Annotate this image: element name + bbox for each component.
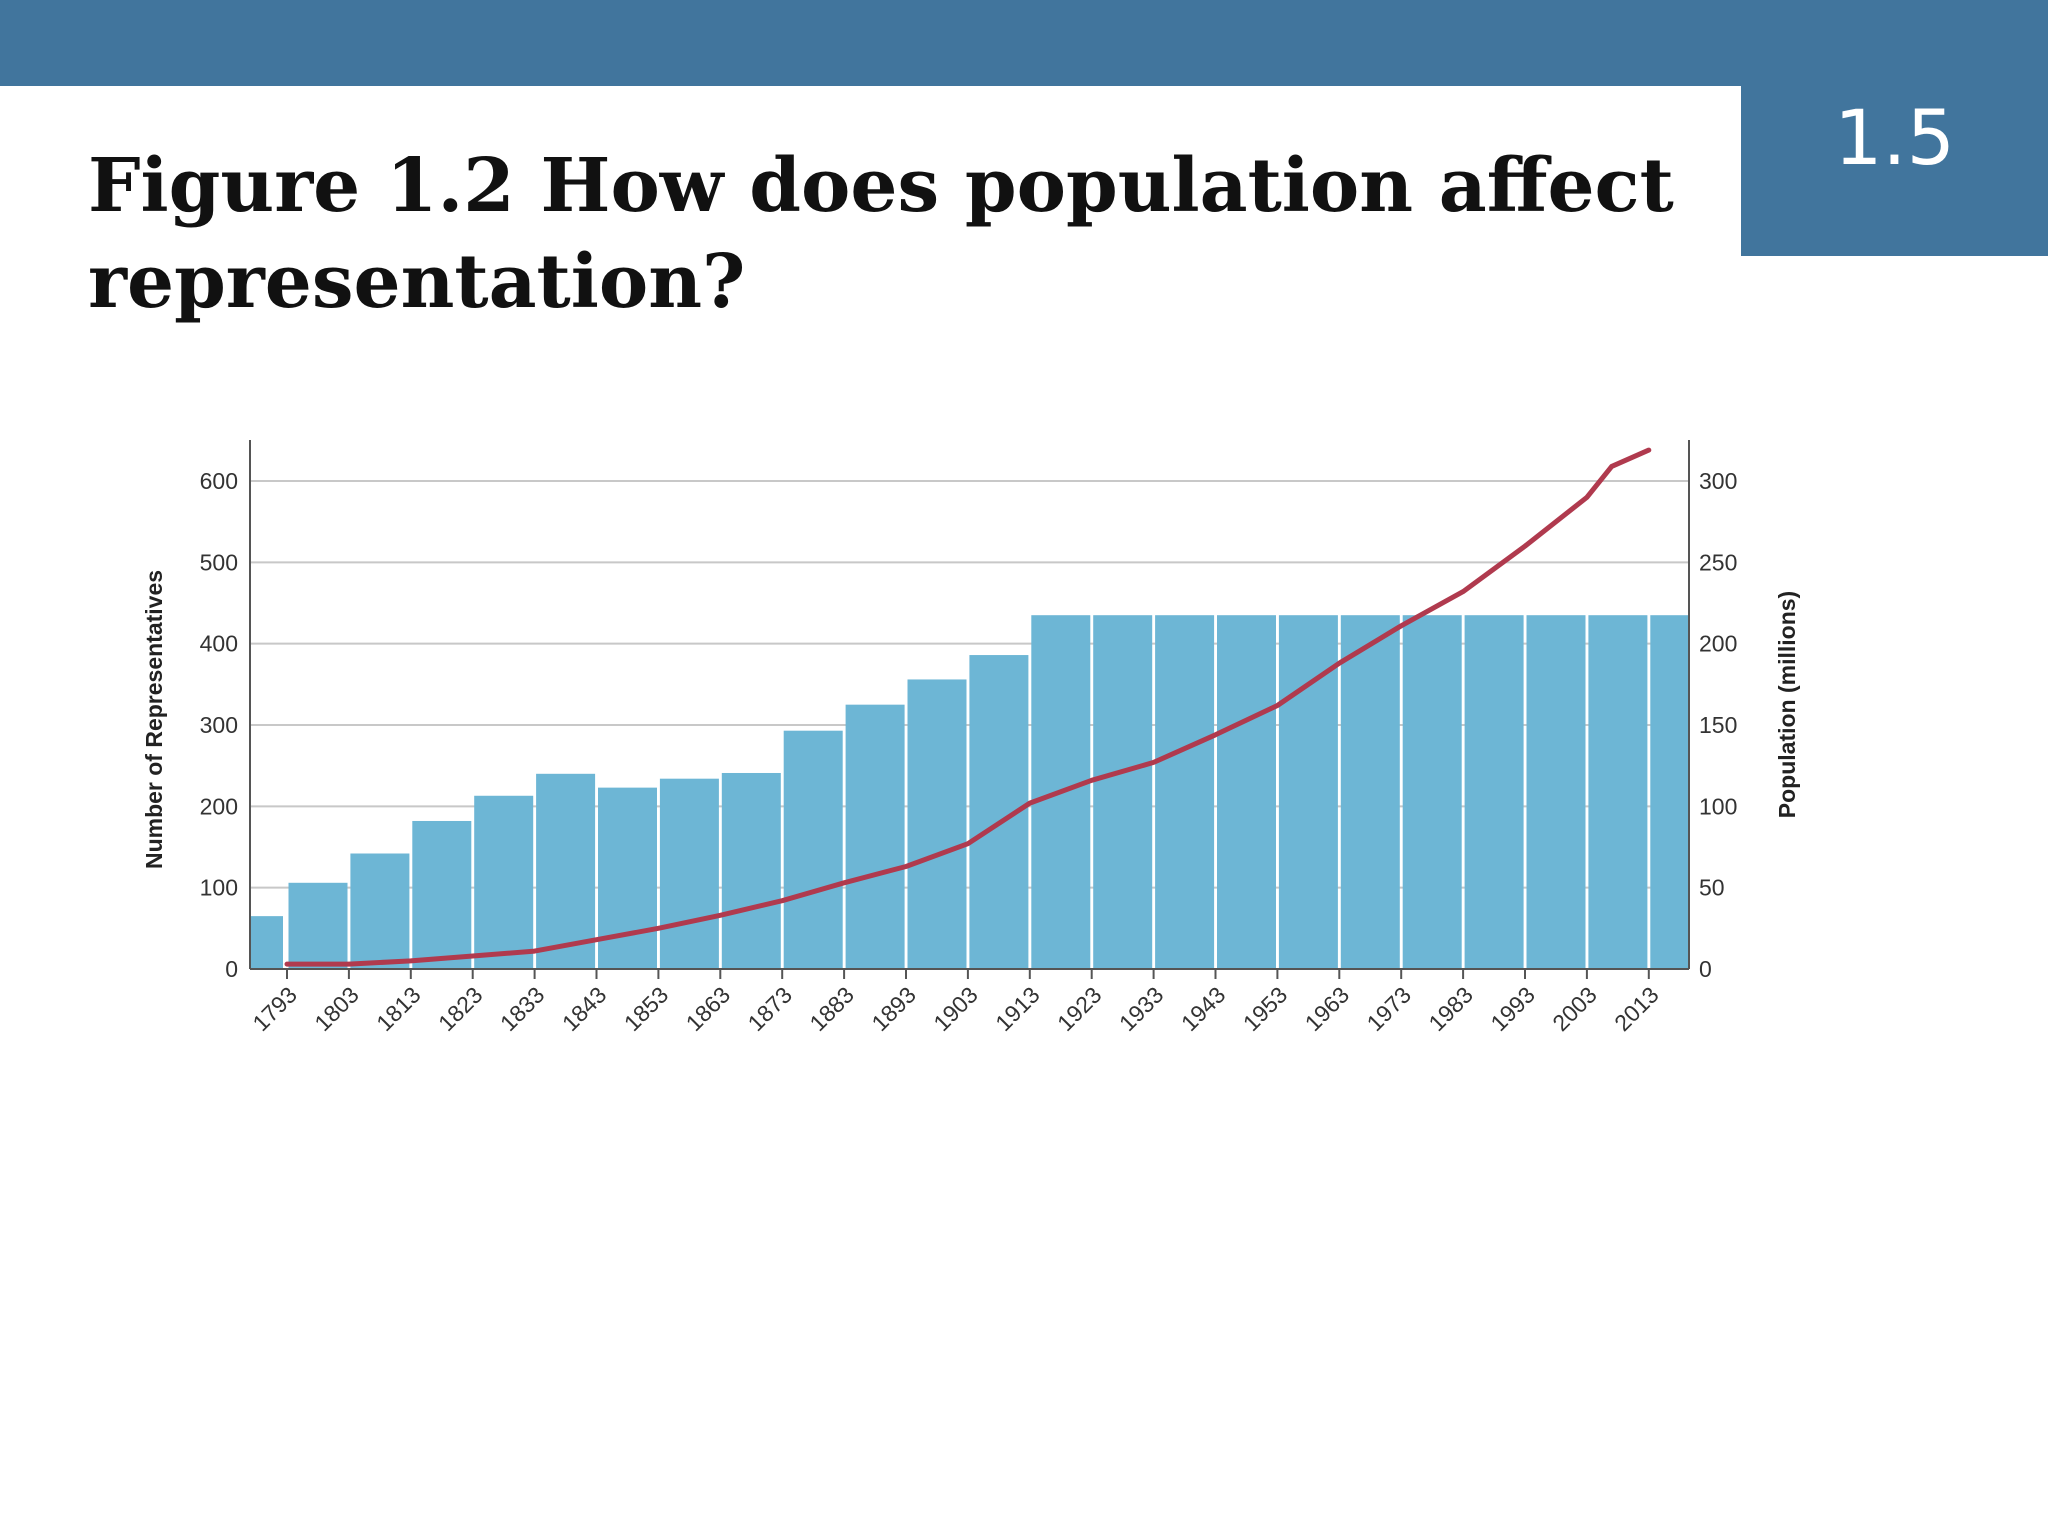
x-tick-label: 2013 xyxy=(1609,982,1664,1037)
x-tick-label: 1843 xyxy=(557,982,612,1037)
bar xyxy=(1464,615,1524,969)
x-tick-label: 1923 xyxy=(1052,982,1107,1037)
bar xyxy=(1402,615,1462,969)
bar xyxy=(1340,615,1400,969)
x-tick-label: 1963 xyxy=(1300,982,1355,1037)
x-tick-label: 1903 xyxy=(928,982,983,1037)
bar xyxy=(1217,615,1276,969)
x-tick-label: 1813 xyxy=(371,982,426,1037)
y-left-tick-label: 300 xyxy=(200,712,238,738)
bar xyxy=(1650,615,1689,969)
y-left-tick-label: 0 xyxy=(225,956,238,982)
bar xyxy=(350,853,410,969)
y-axis-left-title: Number of Representatives xyxy=(141,570,167,869)
population-line xyxy=(284,447,1652,967)
x-tick-label: 1873 xyxy=(743,982,798,1037)
x-tick-label: 1863 xyxy=(681,982,736,1037)
x-tick-label: 1973 xyxy=(1362,982,1417,1037)
x-tick-label: 1803 xyxy=(309,982,364,1037)
bar xyxy=(907,679,967,969)
x-tick-label: 1793 xyxy=(247,982,302,1037)
y-left-tick-label: 400 xyxy=(200,631,238,657)
bar xyxy=(1526,615,1586,969)
x-tick-label: 1943 xyxy=(1176,982,1231,1037)
x-tick-label: 1913 xyxy=(990,982,1045,1037)
x-tick-label: 1893 xyxy=(866,982,921,1037)
x-tick-label: 1823 xyxy=(433,982,488,1037)
slide-title: Figure 1.2 How does population affect re… xyxy=(88,143,1674,325)
y-left-tick-label: 600 xyxy=(200,468,238,494)
y-right-tick-label: 250 xyxy=(1699,549,1737,575)
top-header-band xyxy=(0,0,2048,86)
x-tick-label: 1883 xyxy=(804,982,859,1037)
bar xyxy=(1093,615,1153,969)
y-axis-right-title: Population (millions) xyxy=(1774,591,1800,818)
y-left-tick-label: 200 xyxy=(200,793,238,819)
x-tick-label: 1933 xyxy=(1114,982,1169,1037)
y-right-tick-label: 50 xyxy=(1699,875,1725,901)
line-series xyxy=(284,447,1652,967)
y-left-tick-label: 100 xyxy=(200,875,238,901)
bar xyxy=(412,820,472,969)
x-tick-label: 1993 xyxy=(1485,982,1540,1037)
bar xyxy=(598,787,657,969)
x-tick-label: 1833 xyxy=(495,982,550,1037)
bar xyxy=(1278,615,1338,969)
bar xyxy=(1155,615,1215,969)
bar-series xyxy=(251,615,1689,969)
y-right-tick-label: 200 xyxy=(1699,631,1737,657)
y-right-tick-label: 300 xyxy=(1699,468,1737,494)
x-tick-label: 1853 xyxy=(619,982,674,1037)
section-number: 1.5 xyxy=(1834,93,1955,182)
x-tick-label: 1983 xyxy=(1423,982,1478,1037)
bar xyxy=(783,730,843,969)
bar xyxy=(251,916,283,969)
y-left-tick-label: 500 xyxy=(200,549,238,575)
y-right-tick-label: 100 xyxy=(1699,793,1737,819)
bar xyxy=(474,795,534,969)
bar xyxy=(1588,615,1648,969)
x-tick-label: 1953 xyxy=(1238,982,1293,1037)
x-tick-label: 2003 xyxy=(1547,982,1602,1037)
y-right-tick-label: 0 xyxy=(1699,956,1712,982)
bar xyxy=(536,773,596,969)
bar xyxy=(659,778,719,969)
bar xyxy=(845,704,905,969)
y-right-tick-label: 150 xyxy=(1699,712,1737,738)
bar xyxy=(288,882,348,969)
section-number-box: 1.5 xyxy=(1741,0,2048,256)
bar xyxy=(721,772,781,969)
